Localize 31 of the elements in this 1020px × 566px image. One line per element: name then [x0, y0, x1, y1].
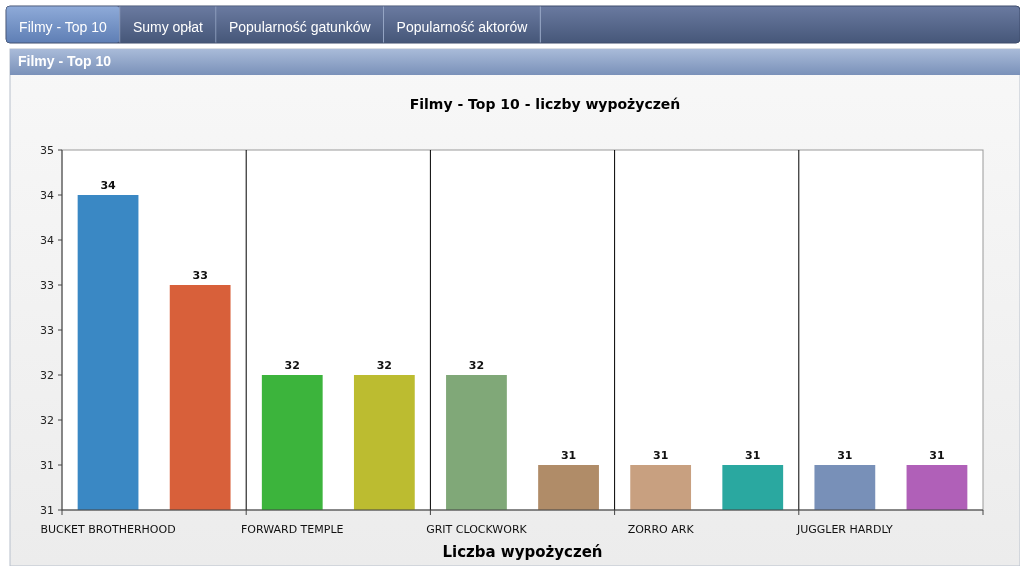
data-label: 31 — [652, 449, 669, 462]
x-axis-title: Liczba wypożyczeń — [442, 543, 603, 561]
x-tick-label: ZORRO ARK — [627, 523, 695, 536]
tab: Sumy opłat — [120, 6, 217, 43]
data-label: 31 — [929, 449, 945, 462]
y-tick-label: 32 — [40, 369, 54, 382]
data-label: 31 — [837, 449, 853, 462]
data-label: 33 — [192, 269, 208, 282]
tab: Popularność gatunków — [216, 6, 385, 43]
x-tick-label: BUCKET BROTHERHOOD — [40, 523, 176, 536]
x-tick-label: FORWARD TEMPLE — [241, 523, 344, 536]
tab: Filmy - Top 10 — [6, 6, 121, 43]
data-label: 32 — [468, 359, 485, 372]
panel-header: Filmy - Top 10 — [10, 49, 1020, 75]
x-tick-label: GRIT CLOCKWORK — [426, 523, 528, 536]
data-label: 31 — [560, 449, 577, 462]
y-tick-label: 33 — [40, 279, 54, 292]
y-tick-label: 35 — [40, 144, 54, 157]
chart-title: Filmy - Top 10 - liczby wypożyczeń — [409, 96, 681, 112]
y-tick-label: 32 — [40, 414, 54, 427]
y-tick-label: 34 — [40, 234, 54, 247]
y-tick-label: 31 — [40, 459, 54, 472]
x-tick-label: JUGGLER HARDLY — [795, 523, 894, 536]
data-label: 32 — [284, 359, 300, 372]
y-tick-label: 33 — [40, 324, 54, 337]
data-label: 31 — [745, 449, 761, 462]
tab: Popularność aktorów — [384, 6, 541, 43]
data-label: 34 — [100, 179, 117, 192]
y-tick-label: 31 — [40, 504, 54, 517]
data-label: 32 — [376, 359, 393, 372]
y-tick-label: 34 — [40, 189, 54, 202]
